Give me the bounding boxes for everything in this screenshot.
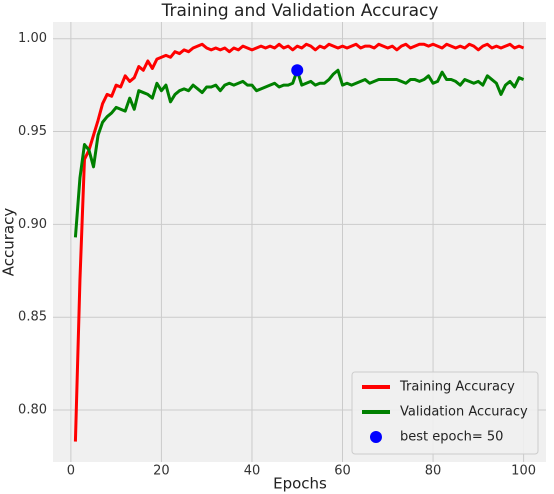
x-tick-label: 20 (153, 464, 170, 479)
x-tick-label: 60 (334, 464, 351, 479)
y-tick-label: 0.85 (18, 310, 47, 325)
legend-swatch (370, 431, 382, 443)
y-tick-label: 0.95 (18, 124, 47, 139)
x-tick-label: 40 (244, 464, 261, 479)
x-axis-label: Epochs (273, 475, 327, 493)
chart-title: Training and Validation Accuracy (161, 1, 439, 21)
legend-label: Training Accuracy (399, 380, 515, 395)
series-line (73, 42, 525, 442)
legend-label: Validation Accuracy (400, 405, 528, 420)
x-tick-label: 80 (425, 464, 442, 479)
best-point (291, 64, 304, 77)
legend: Training Accuracy Validation Accuracy best… (351, 371, 539, 455)
series-line (73, 68, 525, 238)
y-axis-label: Accuracy (0, 208, 18, 277)
y-tick-label: 0.80 (18, 403, 47, 418)
y-tick-label: 1.00 (18, 31, 47, 46)
legend-label: best epoch= 50 (400, 430, 503, 445)
y-tick-label: 0.90 (18, 217, 47, 232)
x-tick-label: 0 (67, 464, 75, 479)
legend-box (351, 371, 539, 455)
x-tick-label: 100 (511, 464, 536, 479)
